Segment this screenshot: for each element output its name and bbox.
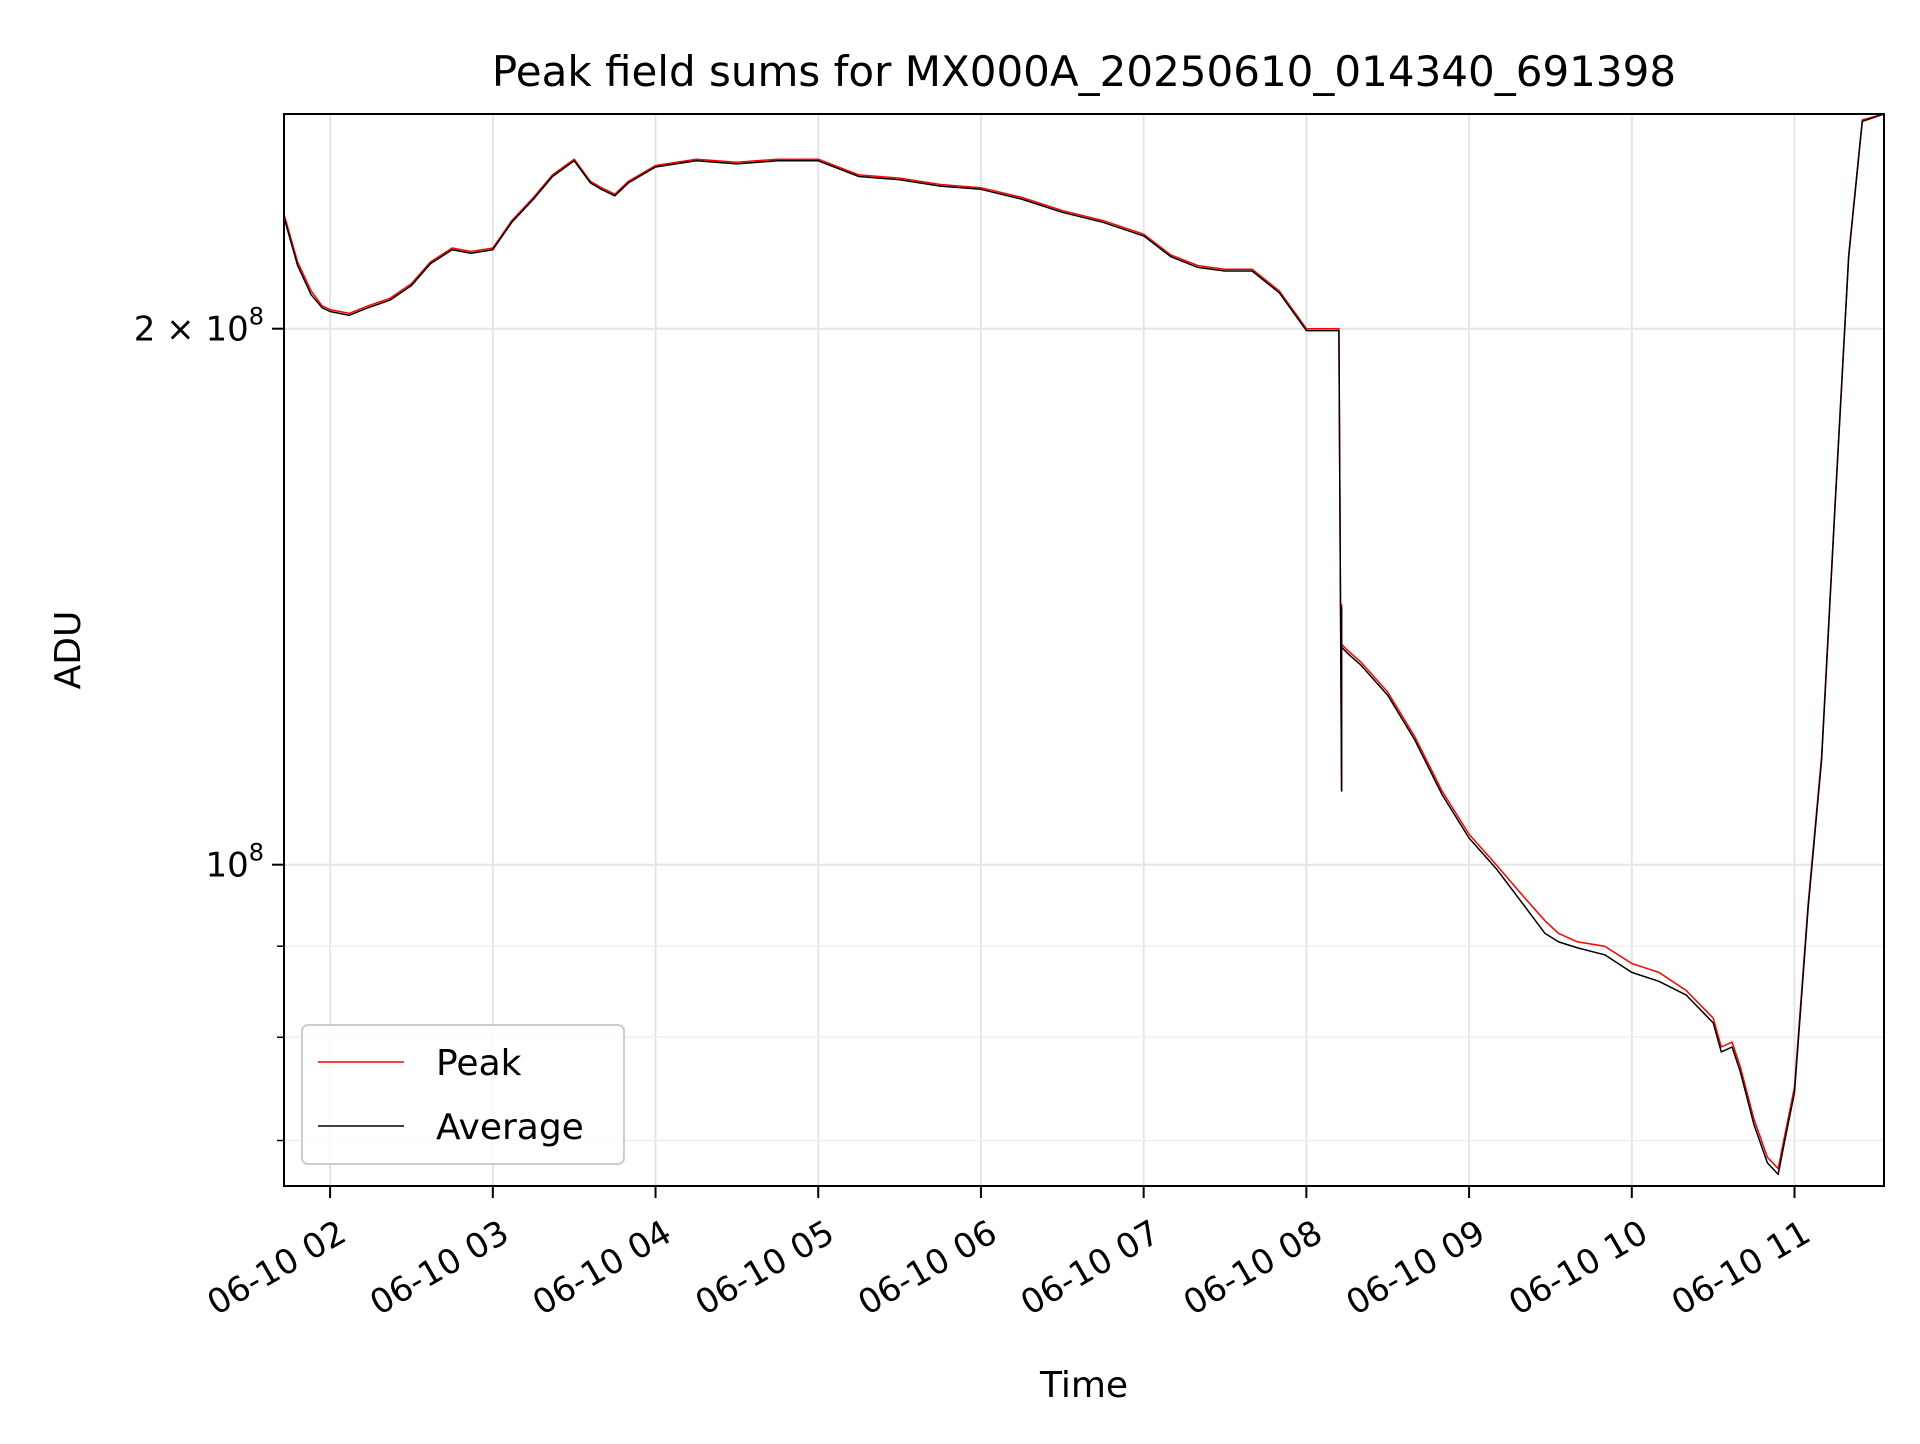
series-line-average [284,114,1884,1176]
legend-label-peak: Peak [436,1043,522,1084]
y-tick-label: 108 [205,839,264,886]
plot-frame [283,113,1885,1187]
series [284,114,1884,1176]
y-axis-label: ADU [48,611,89,690]
x-axis-label: Time [1039,1365,1128,1406]
legend-box [301,1024,625,1165]
series-line-peak [284,114,1884,1170]
chart-title: Peak field sums for MX000A_20250610_0143… [492,47,1676,96]
y-tick-label: 2 × 108 [134,303,264,350]
legend-label-average: Average [436,1107,584,1148]
grid [284,114,1884,1186]
legend: Peak Average [301,1024,625,1165]
